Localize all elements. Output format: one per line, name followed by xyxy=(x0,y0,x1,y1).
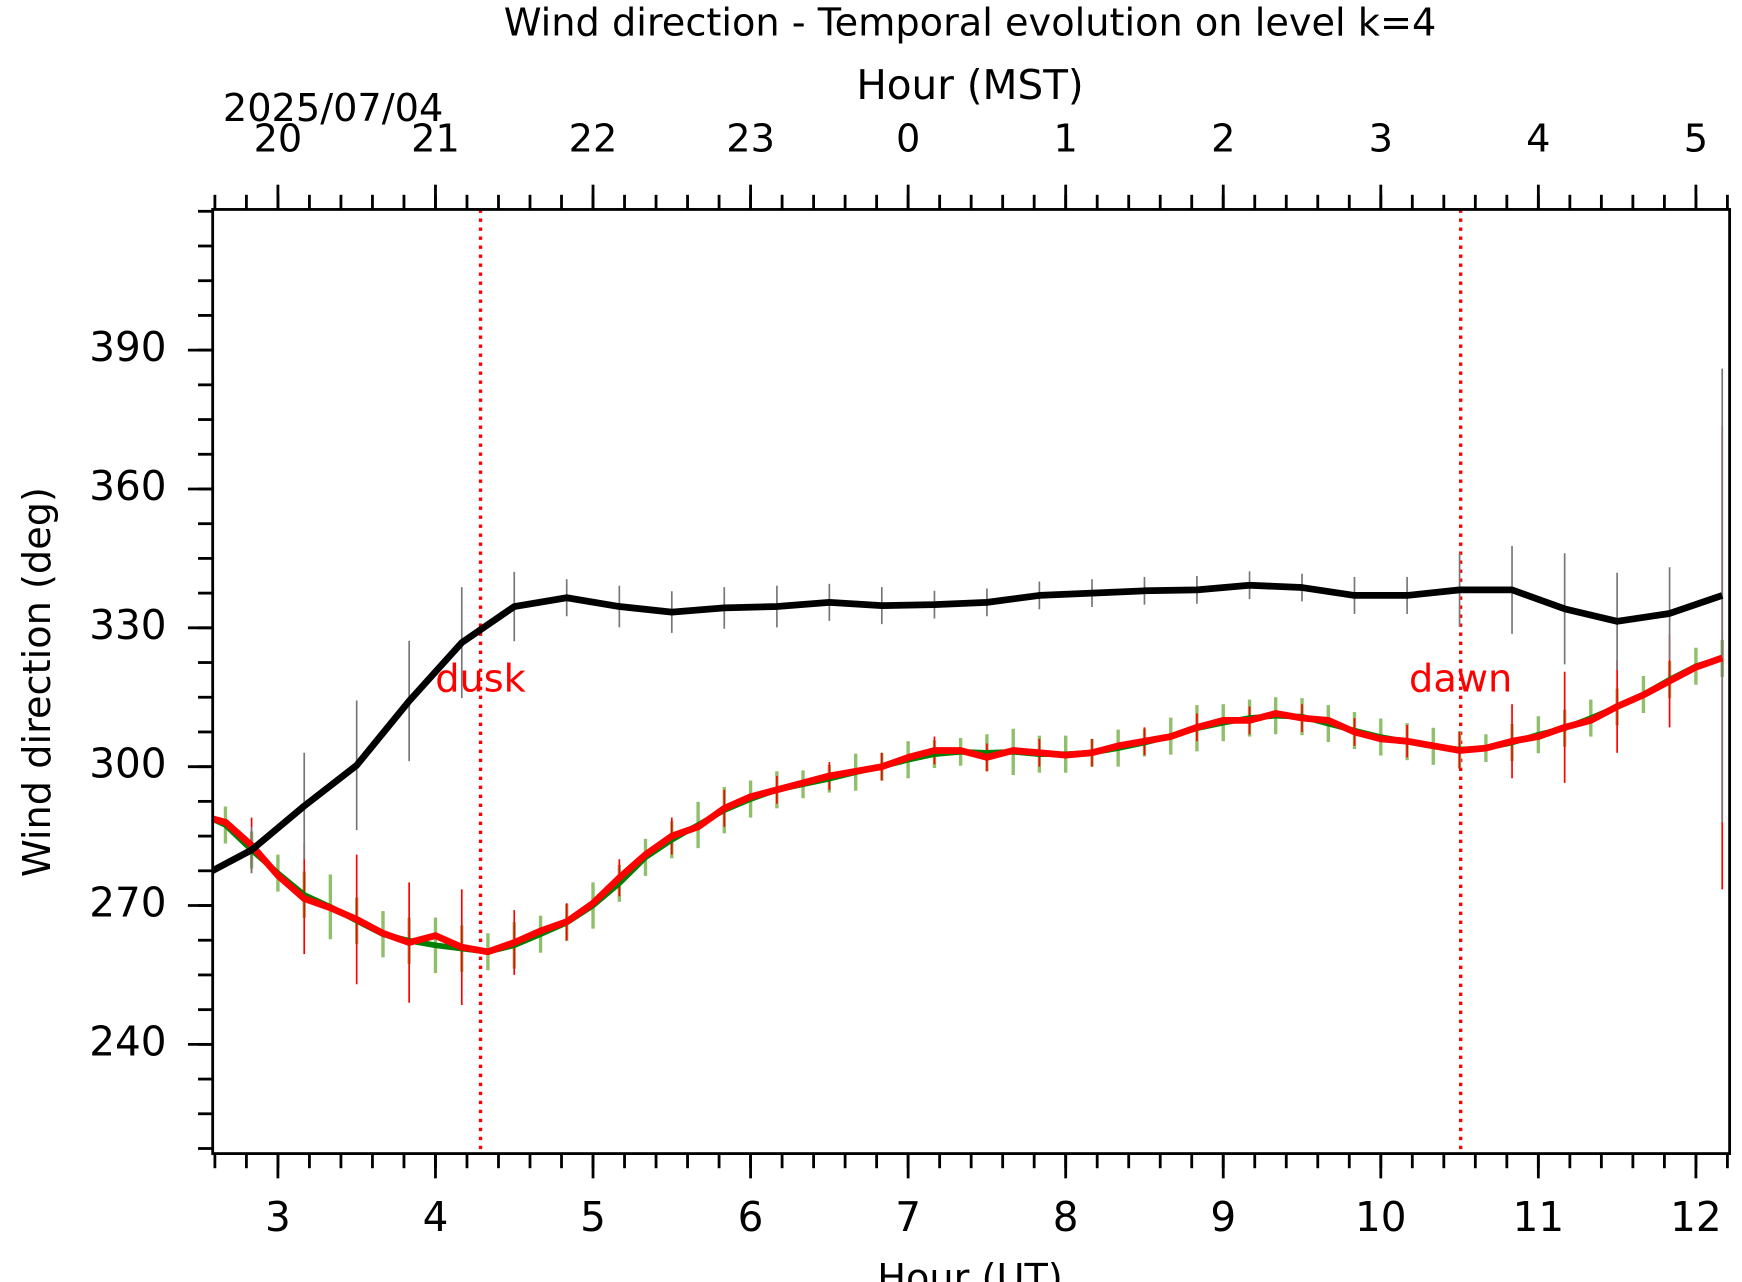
x-tick-label: 11 xyxy=(1513,1193,1565,1241)
series-line xyxy=(212,654,1724,956)
x-tick-label: 8 xyxy=(1053,1193,1079,1241)
x-tick-label: 9 xyxy=(1210,1193,1236,1241)
x2-axis-label: Hour (MST) xyxy=(856,61,1083,109)
plot-area xyxy=(212,209,1724,1154)
x-tick-label: 12 xyxy=(1670,1193,1722,1241)
x2-tick-label: 23 xyxy=(726,116,775,161)
y-tick-label: 330 xyxy=(89,601,166,649)
x-axis-label: Hour (UT) xyxy=(877,1256,1062,1282)
y-axis-label: Wind direction (deg) xyxy=(15,487,60,877)
y-tick-label: 300 xyxy=(89,740,166,788)
x2-tick-label: 4 xyxy=(1526,116,1550,161)
annotation-label: dusk xyxy=(435,656,526,701)
y-tick-label: 390 xyxy=(89,323,166,371)
x2-tick-label: 0 xyxy=(896,116,920,161)
x-tick-label: 7 xyxy=(895,1193,921,1241)
x-tick-label: 4 xyxy=(423,1193,449,1241)
annotation-label: dawn xyxy=(1409,656,1512,701)
x2-tick-label: 2 xyxy=(1211,116,1235,161)
y-tick-label: 240 xyxy=(89,1017,166,1065)
date-label: 2025/07/04 xyxy=(223,86,443,131)
series-line xyxy=(212,655,1724,955)
x2-tick-label: 1 xyxy=(1054,116,1078,161)
x2-tick-label: 3 xyxy=(1369,116,1393,161)
x-tick-label: 10 xyxy=(1355,1193,1407,1241)
x2-tick-label: 22 xyxy=(569,116,618,161)
x2-tick-label: 21 xyxy=(411,116,460,161)
x-tick-label: 6 xyxy=(738,1193,764,1241)
chart-title: Wind direction - Temporal evolution on l… xyxy=(504,0,1437,45)
y-tick-label: 360 xyxy=(89,462,166,510)
x-tick-label: 5 xyxy=(580,1193,606,1241)
series-line xyxy=(212,581,1724,875)
y-tick-label: 270 xyxy=(89,879,166,927)
x-tick-label: 3 xyxy=(265,1193,291,1241)
x2-tick-label: 20 xyxy=(254,116,303,161)
x2-tick-label: 5 xyxy=(1684,116,1708,161)
